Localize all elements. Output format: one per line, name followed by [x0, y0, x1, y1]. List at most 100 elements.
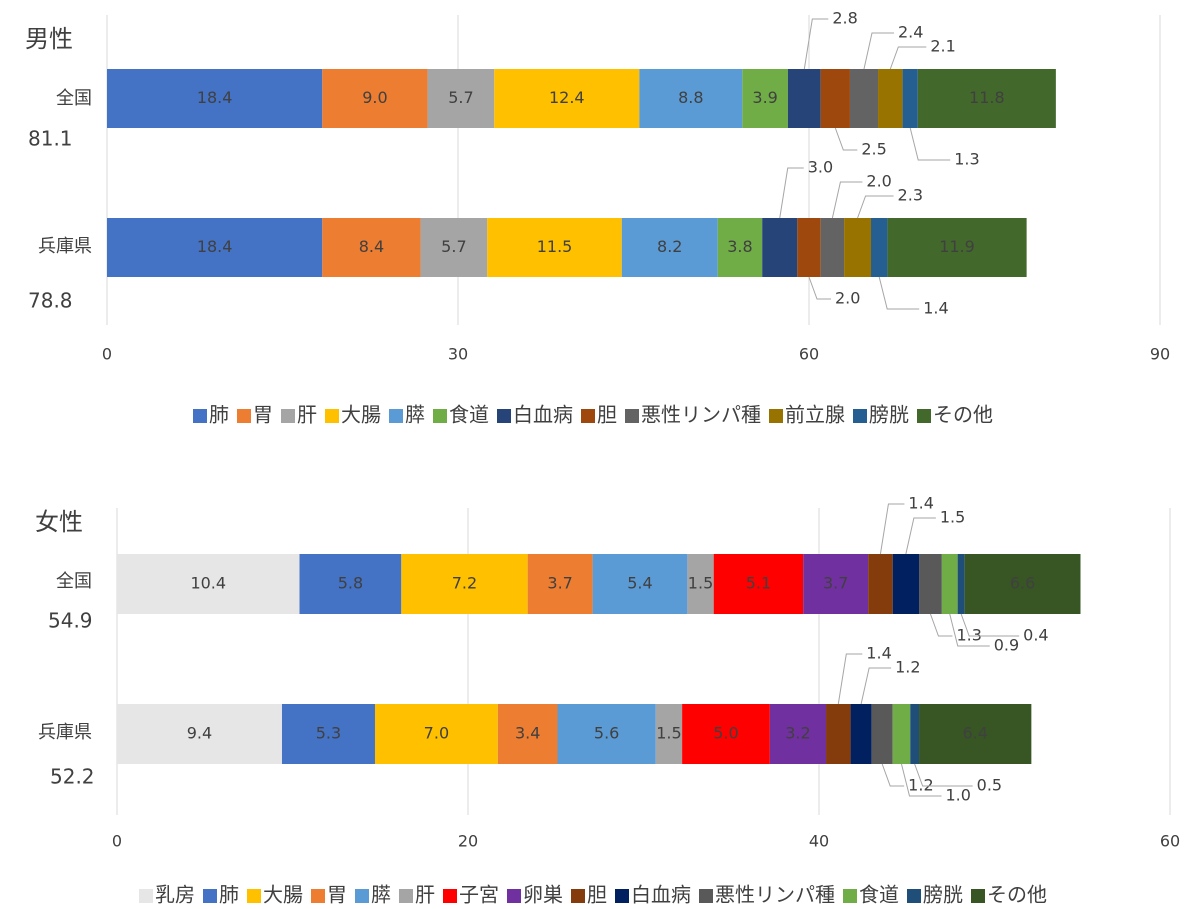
data-label: 2.8: [832, 9, 857, 28]
legend-swatch: [615, 889, 629, 903]
bar-segment: [919, 704, 1032, 764]
legend-label: 胃: [327, 883, 347, 907]
legend-swatch: [581, 409, 595, 423]
data-label: 6.6: [1010, 574, 1035, 593]
data-label: 12.4: [549, 88, 585, 107]
data-label: 3.2: [785, 724, 810, 743]
bar-segment: [769, 704, 827, 764]
data-label: 2.5: [861, 140, 886, 159]
legend-label: 胃: [253, 403, 273, 427]
total-label: 54.9: [48, 609, 93, 633]
data-label: 5.8: [338, 574, 363, 593]
legend-swatch: [325, 409, 339, 423]
legend: 肺胃肝大腸膵食道 白血病胆悪性リンパ種 前立腺 膀胱 その他: [193, 403, 993, 427]
bar-segment: [107, 218, 323, 277]
data-label: 3.4: [515, 724, 540, 743]
leader-line: [929, 613, 953, 637]
legend-label: その他: [933, 403, 993, 427]
bar-segment: [527, 554, 593, 614]
bar-segment: [420, 218, 488, 277]
data-label: 1.5: [688, 574, 713, 593]
data-label: 2.0: [866, 172, 891, 191]
legend-label: 膵: [405, 403, 425, 427]
legend-label: 膵: [371, 883, 391, 907]
legend-label: 胆: [587, 883, 607, 907]
data-label: 5.0: [713, 724, 738, 743]
data-label: 5.3: [316, 724, 341, 743]
bar-segment: [917, 69, 1056, 128]
legend-swatch: [355, 889, 369, 903]
data-label: 1.4: [923, 299, 948, 318]
data-label: 2.0: [835, 289, 860, 308]
bar-segment: [639, 69, 743, 128]
bar-segment: [787, 69, 821, 128]
legend-label: 悪性リンパ種: [641, 403, 761, 427]
bar-segment: [797, 218, 821, 277]
data-label: 2.3: [898, 186, 923, 205]
bar-segment: [687, 554, 714, 614]
legend-label: 白血病: [513, 403, 573, 427]
data-label: 3.7: [823, 574, 848, 593]
x-tick-label: 60: [1160, 832, 1180, 851]
legend-label: 悪性リンパ種: [715, 883, 835, 907]
leader-line: [878, 276, 920, 310]
data-label: 1.0: [945, 786, 970, 805]
leader-line: [889, 46, 927, 70]
data-label: 11.8: [969, 88, 1005, 107]
legend-swatch: [311, 889, 325, 903]
leader-line: [905, 517, 936, 555]
total-label: 81.1: [28, 127, 73, 151]
legend-label: 卵巣: [523, 883, 563, 907]
data-label: 5.4: [627, 574, 652, 593]
bar-segment: [487, 218, 622, 277]
leader-line: [909, 127, 951, 161]
data-label: 5.7: [441, 237, 466, 256]
legend-swatch: [193, 409, 207, 423]
data-label: 1.5: [940, 508, 965, 527]
bar-segment: [655, 704, 683, 764]
data-label: 18.4: [197, 237, 233, 256]
legend-label: 大腸: [341, 403, 381, 427]
data-label: 11.9: [939, 237, 975, 256]
legend: 乳房肺大腸胃膵肝子宮 卵巣胆白血病 悪性リンパ種 食道 膀胱 その他: [139, 883, 1047, 907]
legend-swatch: [247, 889, 261, 903]
bar-segment: [892, 554, 920, 614]
legend-swatch: [699, 889, 713, 903]
bar-segment: [557, 704, 656, 764]
data-label: 10.4: [190, 574, 226, 593]
bar-segment: [910, 704, 920, 764]
data-label: 5.1: [746, 574, 771, 593]
bar-segment: [281, 704, 375, 764]
legend-swatch: [853, 409, 867, 423]
bar-segment: [871, 218, 888, 277]
legend-label: 大腸: [263, 883, 303, 907]
leader-line: [831, 181, 863, 219]
x-tick-label: 30: [448, 345, 468, 364]
bar-segment: [742, 69, 788, 128]
bar-segment: [713, 554, 804, 614]
legend-swatch: [971, 889, 985, 903]
legend-swatch: [917, 409, 931, 423]
legend-label: 前立腺: [785, 403, 845, 427]
category-label: 全国: [56, 571, 92, 592]
legend-swatch: [507, 889, 521, 903]
data-label: 0.9: [994, 636, 1019, 655]
bar-segment: [849, 69, 879, 128]
legend-swatch: [769, 409, 783, 423]
x-tick-label: 60: [799, 345, 819, 364]
data-label: 3.7: [547, 574, 572, 593]
bar-segment: [762, 218, 798, 277]
bar-segment: [964, 554, 1081, 614]
legend-label: 肺: [209, 403, 229, 427]
leader-line: [881, 763, 905, 787]
x-tick-label: 20: [458, 832, 478, 851]
legend-swatch: [139, 889, 153, 903]
bar-segment: [919, 554, 942, 614]
leader-line: [914, 763, 973, 787]
legend-swatch: [843, 889, 857, 903]
bar-segment: [941, 554, 958, 614]
total-label: 52.2: [50, 765, 95, 789]
data-label: 2.1: [930, 37, 955, 56]
x-tick-label: 90: [1150, 345, 1170, 364]
bar-segment: [887, 218, 1027, 277]
